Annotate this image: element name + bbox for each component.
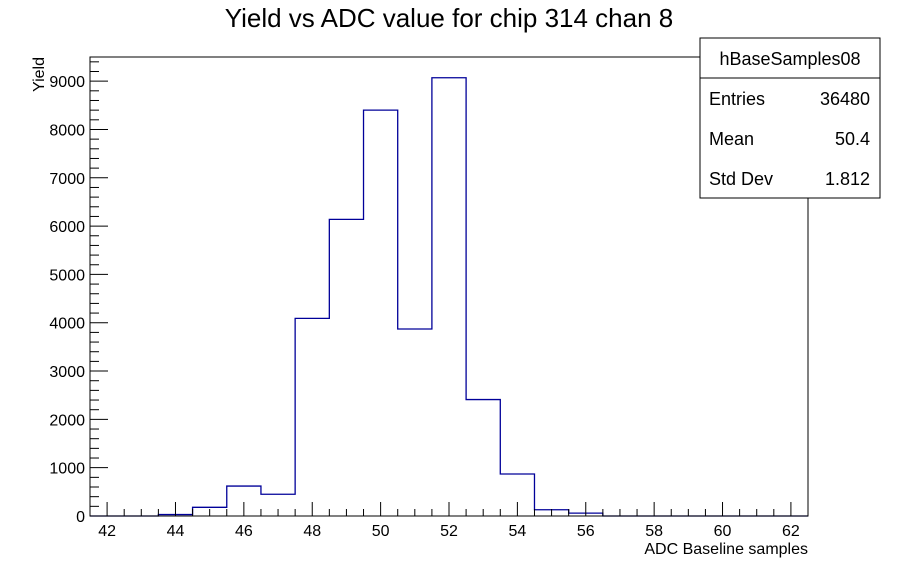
y-tick-label: 9000 — [49, 74, 85, 91]
y-tick-label: 7000 — [49, 171, 85, 188]
y-axis: 0 1000 2000 3000 4000 5000 6000 7000 8000 9000 — [49, 61, 108, 526]
stats-stddev-label: Std Dev — [709, 169, 773, 189]
stats-box-frame — [699, 37, 881, 199]
histogram-bin-49 — [329, 219, 363, 516]
x-tick-label: 62 — [782, 523, 800, 540]
y-axis-label: Yield — [31, 57, 48, 92]
stats-mean-label: Mean — [709, 129, 754, 149]
stats-box-title: hBaseSamples08 — [719, 49, 860, 69]
histogram-bin-51 — [398, 329, 432, 516]
y-tick-label: 1000 — [49, 461, 85, 478]
stats-entries-value: 36480 — [820, 89, 870, 109]
y-tick-label: 5000 — [49, 267, 85, 284]
chart-title: Yield vs ADC value for chip 314 chan 8 — [225, 3, 674, 33]
y-tick-label: 3000 — [49, 364, 85, 381]
x-axis-label: ADC Baseline samples — [644, 541, 808, 558]
y-tick-label: 6000 — [49, 219, 85, 236]
x-tick-label: 44 — [167, 523, 185, 540]
y-tick-label: 2000 — [49, 412, 85, 429]
histogram-bin-53 — [466, 400, 500, 516]
x-tick-label: 58 — [645, 523, 663, 540]
y-tick-label: 0 — [76, 509, 85, 526]
y-tick-label: 8000 — [49, 122, 85, 139]
x-tick-label: 52 — [440, 523, 458, 540]
histogram-bin-50 — [364, 110, 398, 516]
y-tick-label: 4000 — [49, 316, 85, 333]
x-axis: 42 44 46 48 50 52 54 56 58 60 62 — [98, 502, 800, 540]
histogram-bin-52 — [432, 78, 466, 516]
histogram-bin-48 — [295, 318, 329, 516]
stats-mean-value: 50.4 — [835, 129, 870, 149]
x-tick-label: 42 — [98, 523, 116, 540]
stats-stddev-value: 1.812 — [825, 169, 870, 189]
stats-entries-label: Entries — [709, 89, 765, 109]
x-tick-label: 50 — [372, 523, 390, 540]
x-tick-label: 54 — [508, 523, 526, 540]
x-tick-label: 60 — [714, 523, 732, 540]
x-tick-label: 46 — [235, 523, 253, 540]
x-tick-label: 48 — [303, 523, 321, 540]
stats-box: hBaseSamples08 Entries 36480 Mean 50.4 S… — [699, 37, 881, 199]
x-tick-label: 56 — [577, 523, 595, 540]
